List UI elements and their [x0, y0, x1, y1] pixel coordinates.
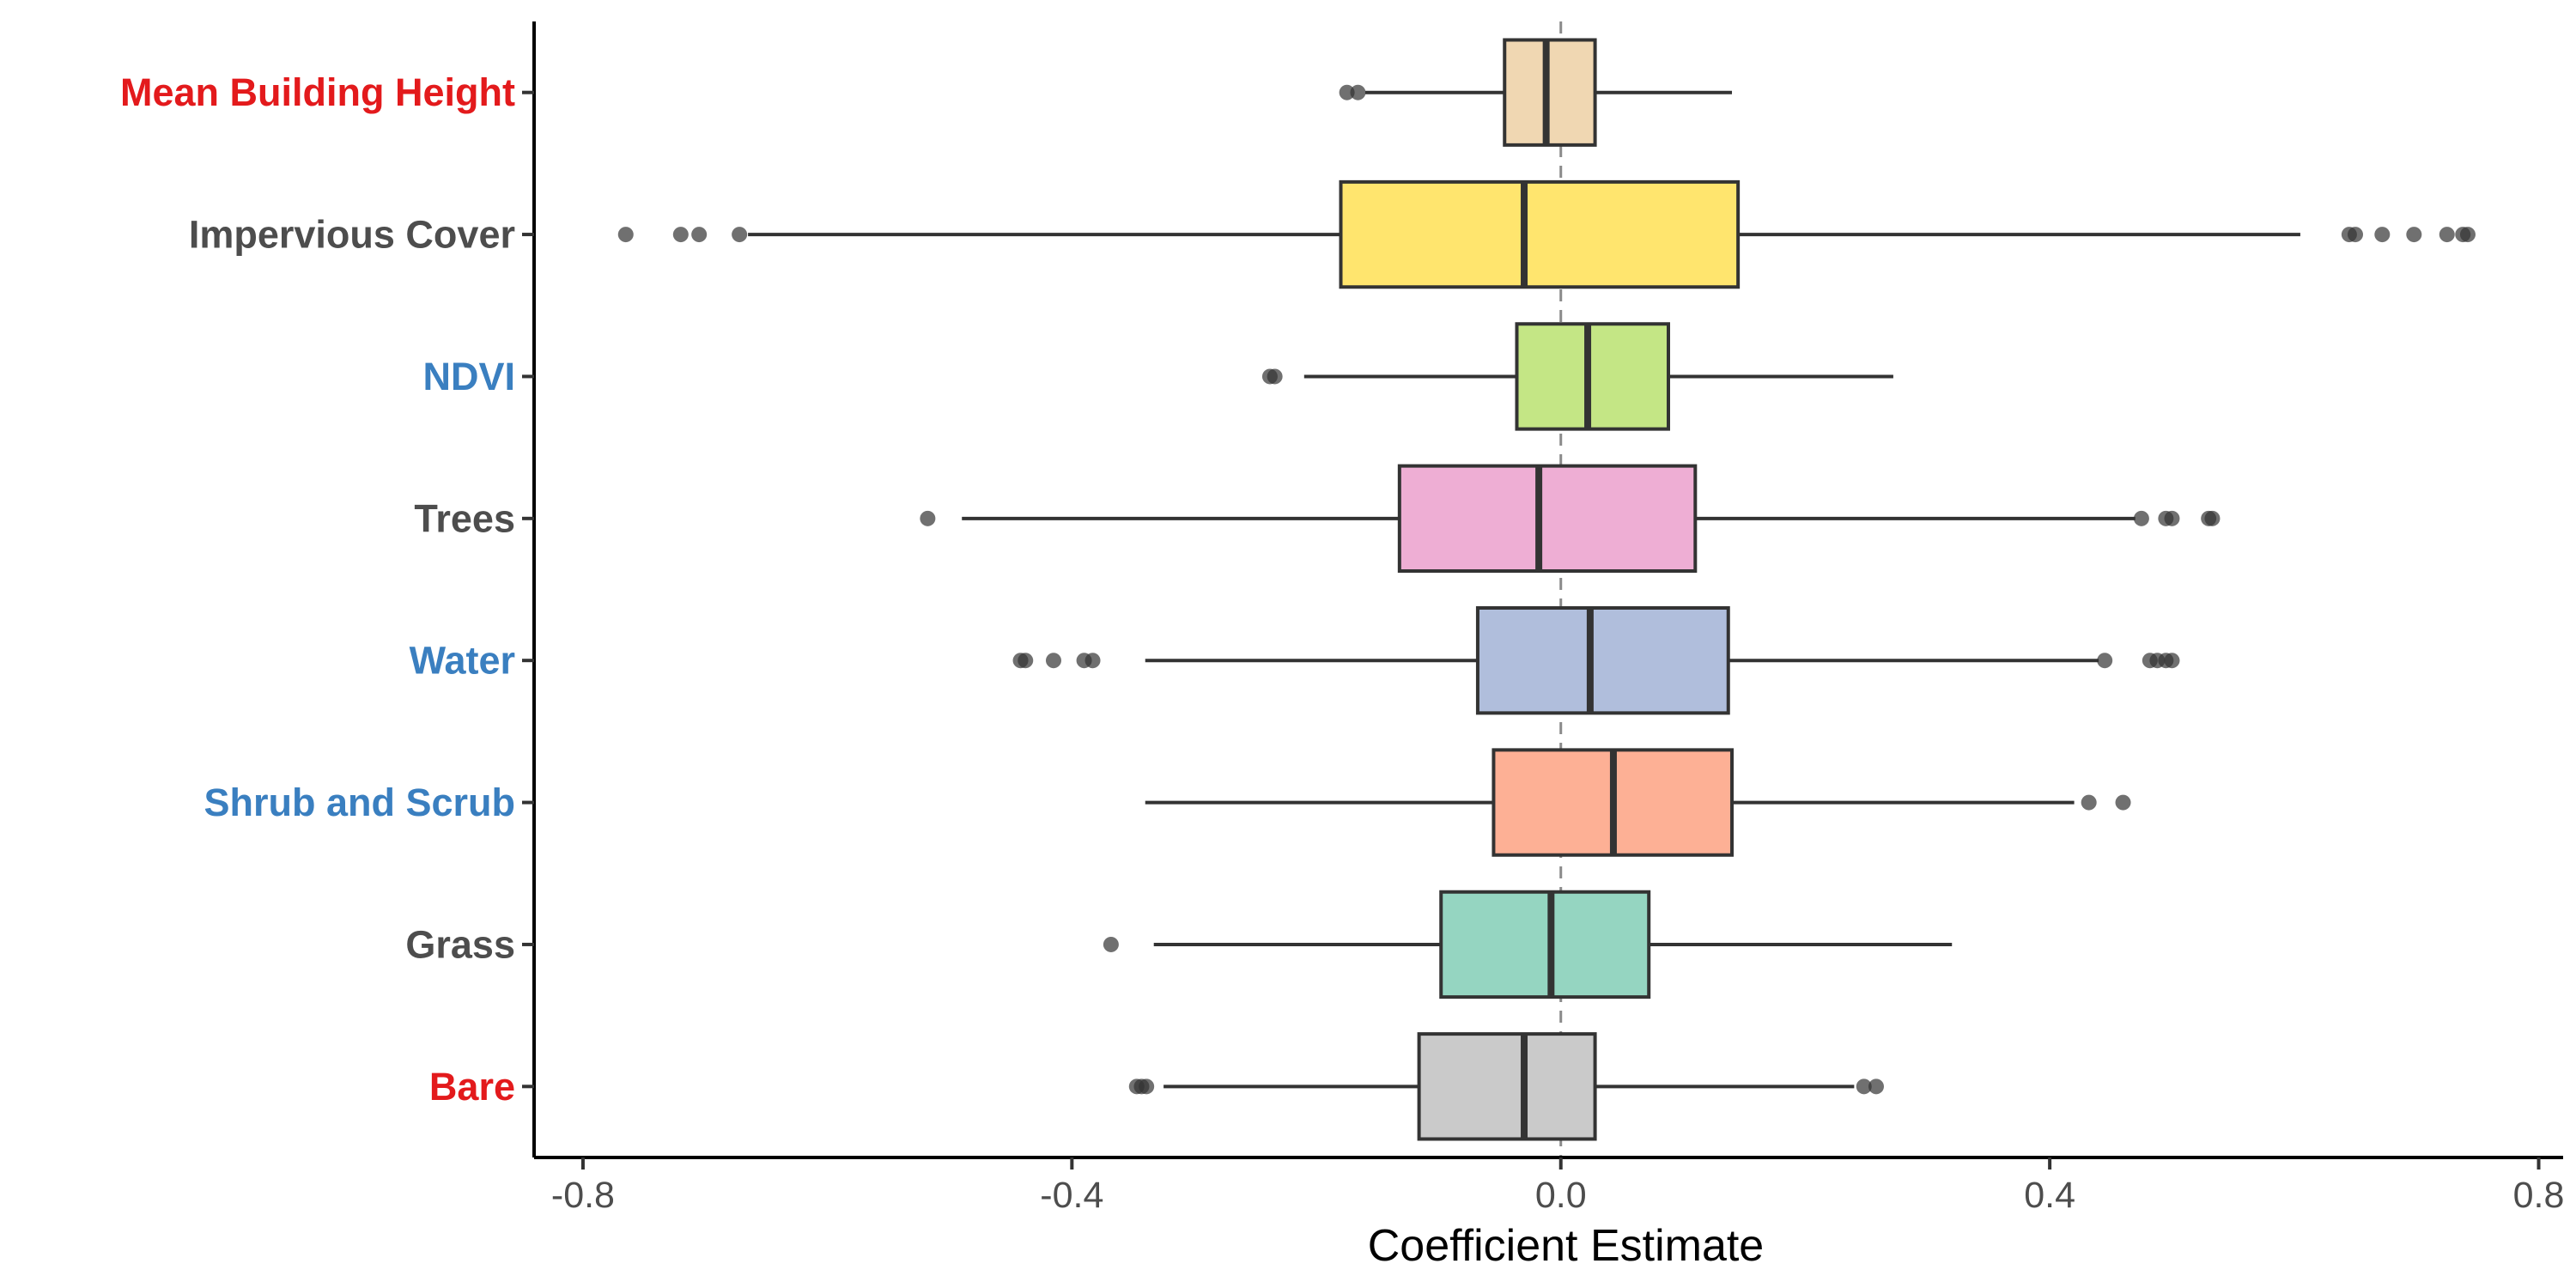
x-axis-title: Coefficient Estimate [1368, 1221, 1764, 1271]
y-label-impervious-cover: Impervious Cover [189, 213, 515, 257]
outlier-impervious-cover-0 [617, 227, 634, 243]
y-label-shrub-and-scrub: Shrub and Scrub [204, 781, 515, 824]
y-label-ndvi: NDVI [422, 355, 515, 398]
outlier-bare-2 [1139, 1078, 1155, 1095]
y-label-mean-building-height: Mean Building Height [120, 70, 515, 114]
x-axis-ticks: -0.8 -0.4 0.0 0.4 0.8 [551, 1157, 2565, 1216]
iqr-box-bare [1417, 1032, 1597, 1141]
box-ndvi [1261, 322, 1893, 431]
x-tick-label-2: 0.0 [1535, 1175, 1587, 1216]
y-label-water: Water [410, 639, 515, 683]
outlier-impervious-cover-2 [691, 227, 708, 243]
outlier-bare-4 [1868, 1078, 1884, 1095]
outlier-shrub-and-scrub-0 [2081, 794, 2097, 811]
outlier-bare-3 [1856, 1078, 1872, 1095]
x-tick-label-0: -0.8 [551, 1175, 615, 1216]
outlier-impervious-cover-6 [2374, 227, 2391, 243]
iqr-box-water [1475, 605, 1730, 715]
y-label-trees: Trees [414, 496, 515, 540]
outlier-impervious-cover-10 [2459, 227, 2476, 243]
iqr-box-trees [1397, 464, 1698, 574]
outlier-water-5 [2097, 653, 2113, 669]
outlier-trees-5 [2204, 510, 2221, 526]
box-shrub-and-scrub [1145, 748, 2131, 857]
box-grass [1103, 890, 1953, 999]
outlier-mean-building-height-1 [1350, 84, 1366, 100]
outlier-water-9 [2164, 653, 2180, 669]
outlier-mean-building-height-0 [1339, 84, 1355, 100]
boxes-group [617, 38, 2476, 1141]
outlier-grass-0 [1103, 936, 1119, 952]
outlier-ndvi-1 [1267, 368, 1283, 385]
outlier-trees-0 [920, 510, 936, 526]
outlier-impervious-cover-1 [672, 227, 689, 243]
iqr-box-grass [1439, 890, 1651, 999]
x-tick-label-1: -0.4 [1040, 1175, 1103, 1216]
outlier-trees-1 [2133, 510, 2149, 526]
box-water [1012, 605, 2180, 715]
outlier-impervious-cover-5 [2348, 227, 2364, 243]
outlier-impervious-cover-7 [2406, 227, 2422, 243]
y-label-bare: Bare [429, 1065, 515, 1109]
iqr-box-impervious-cover [1339, 179, 1741, 289]
box-trees [920, 464, 2221, 574]
y-axis-ticks: Mean Building Height Impervious Cover NDVI… [120, 70, 534, 1109]
outlier-impervious-cover-3 [732, 227, 748, 243]
outlier-water-4 [1084, 653, 1101, 669]
iqr-box-ndvi [1515, 322, 1671, 431]
box-impervious-cover [617, 179, 2476, 289]
box-mean-building-height [1339, 38, 1733, 147]
x-tick-label-4: 0.8 [2513, 1175, 2565, 1216]
outlier-trees-3 [2164, 510, 2180, 526]
box-bare [1128, 1032, 1884, 1141]
outlier-water-2 [1045, 653, 1061, 669]
outlier-impervious-cover-8 [2439, 227, 2455, 243]
iqr-box-mean-building-height [1503, 38, 1597, 147]
y-label-grass: Grass [405, 922, 515, 966]
x-tick-label-3: 0.4 [2024, 1175, 2075, 1216]
outlier-shrub-and-scrub-1 [2115, 794, 2131, 811]
outlier-water-1 [1018, 653, 1034, 669]
